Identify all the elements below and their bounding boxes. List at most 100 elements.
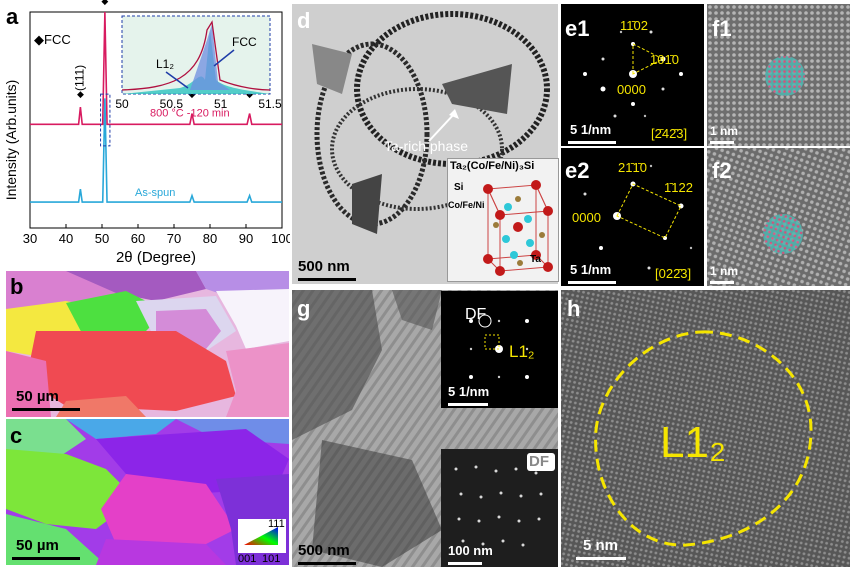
panel-b-ebsd-map — [6, 271, 289, 417]
g-inset-diffraction-svg — [469, 314, 529, 379]
zoom-box — [100, 93, 111, 147]
scale-text-f1: 1 nm — [710, 124, 739, 138]
y-axis-label: Intensity (Arb.units) — [3, 80, 19, 201]
scale-text-d: 500 nm — [298, 258, 350, 275]
g-inset-df-svg — [454, 465, 543, 547]
x-tick-label: 60 — [131, 231, 145, 246]
e2-zone-axis: [022̄3] — [655, 266, 692, 281]
panel-label-e1: e1 — [565, 16, 590, 41]
hrtem-image-h — [561, 290, 850, 567]
x-tick-label: 80 — [203, 231, 217, 246]
inset-label-fcc: FCC — [232, 35, 257, 49]
panel-h-hrtem — [561, 290, 850, 567]
x-tick-label: 40 — [59, 231, 73, 246]
panel-label-b: b — [10, 274, 24, 299]
panel-f2-hrtem — [707, 148, 850, 286]
ebsd-map-b — [6, 271, 289, 417]
inset-label-l12: L1₂ — [156, 57, 174, 71]
scale-bar-f2 — [710, 281, 734, 284]
scale-bar-f1 — [710, 141, 734, 144]
x-tick-label: 100 — [271, 231, 290, 246]
panel-f1-hrtem — [707, 4, 850, 146]
scale-bar-d — [298, 278, 356, 281]
scale-text-g-inset: 5 1/nm — [448, 384, 490, 399]
g-inset-diffraction — [441, 291, 558, 408]
legend-fcc: ◆FCC — [34, 32, 71, 47]
inset-curve — [121, 20, 271, 91]
ipf-label-111: 111 — [268, 518, 285, 530]
inset-arrow-fcc — [213, 49, 235, 67]
panel-label-d: d — [297, 8, 311, 33]
scale-text-c: 50 µm — [16, 537, 59, 554]
xrd-chart-svg: 30 40 50 60 70 80 90 100 2θ (Degree) Intensity (A… — [3, 0, 290, 266]
x-tick-label: 70 — [167, 231, 181, 246]
diffraction-pattern-e2 — [583, 164, 693, 270]
scale-text-b: 50 µm — [16, 388, 59, 405]
x-tick-label: 30 — [23, 231, 37, 246]
scale-text-g-df: 100 nm — [448, 543, 493, 558]
inset-tick-label: 51 — [214, 97, 228, 111]
scale-bar-b — [12, 408, 80, 411]
x-tick-label: 90 — [239, 231, 253, 246]
series-label-1: As-spun — [135, 187, 175, 199]
arrow-icon — [428, 109, 459, 142]
ta-rich-phase-label: Ta-rich phase — [384, 138, 469, 154]
g-df-badge — [527, 453, 555, 471]
e1-index-1: 11̄02 — [620, 18, 648, 33]
series-label-0: 800 °C -120 min — [150, 107, 230, 119]
scale-bar-h — [576, 557, 626, 560]
h-l12-label: L1₂ — [660, 418, 727, 467]
hrtem-image-f2 — [707, 148, 850, 286]
scale-text-h: 5 nm — [583, 537, 619, 554]
crystal-structure-box — [447, 158, 559, 282]
atom-label-si: Si — [454, 182, 464, 193]
ipf-label-101: 101 — [262, 553, 281, 565]
panel-label-f2: f2 — [712, 158, 732, 183]
series-line-0 — [30, 11, 282, 126]
panel-label-a: a — [6, 4, 19, 29]
panel-e2-diffraction — [561, 148, 704, 286]
panel-label-e2: e2 — [565, 158, 590, 183]
scale-bar-e1 — [568, 141, 616, 144]
inset-tick-label: 51.5 — [258, 97, 282, 111]
x-axis-label: 2θ (Degree) — [116, 249, 196, 266]
panel-label-g: g — [297, 296, 311, 321]
inset-fcc-fill — [190, 24, 230, 90]
scale-bar-g-inset — [448, 403, 488, 406]
scale-text-e1: 5 1/nm — [570, 122, 612, 137]
inset-tick-label: 50 — [115, 97, 129, 111]
x-tick-label: 50 — [95, 231, 109, 246]
atom-label-ta: Ta — [530, 254, 541, 265]
scale-bar-c — [12, 557, 80, 560]
scale-bar-g-df — [448, 562, 482, 565]
e1-index-3: 0000 — [617, 82, 646, 97]
panel-label-f1: f1 — [712, 16, 732, 41]
e1-zone-axis: [2̄42̄3] — [651, 126, 688, 141]
hrtem-image-f1 — [707, 4, 850, 146]
e2-index-1: 21̄1̄0 — [618, 160, 647, 175]
diffraction-pattern-e1 — [583, 30, 683, 118]
ebsd-map-c — [6, 419, 289, 565]
crystal-formula: Ta₂(Co/Fe/Ni)₃Si — [450, 160, 535, 172]
scale-text-f2: 1 nm — [710, 264, 739, 278]
g-df-badge-text: DF — [529, 453, 549, 470]
peak-diamond: ◆ — [77, 89, 84, 99]
e2-index-2: 1̄122 — [664, 180, 693, 195]
inset-arrow-l12 — [165, 71, 189, 89]
ipf-label-001: 001 — [238, 553, 257, 565]
peak-diamond: ◆ — [101, 0, 108, 6]
e2-index-3: 0000 — [572, 210, 601, 225]
scale-bar-g — [298, 562, 356, 565]
peak-diamond: ◆ — [189, 89, 196, 99]
panel-e1-diffraction — [561, 4, 704, 146]
plot-frame — [29, 11, 283, 229]
series-line-1 — [30, 98, 282, 203]
panel-c-ebsd-map — [6, 419, 289, 565]
e1-index-2: 101̄0 — [650, 52, 679, 67]
crystal-structure-svg — [483, 180, 553, 276]
peak-label: (111) — [72, 65, 86, 91]
atom-label-cofeni: Co/Fe/Ni — [448, 200, 485, 210]
panel-a-xrd-chart: 30 40 50 60 70 80 90 100 2θ (Degree) Intensity (A… — [0, 0, 290, 270]
scale-text-g: 500 nm — [298, 542, 350, 559]
inset-tick-label: 50.5 — [160, 97, 184, 111]
